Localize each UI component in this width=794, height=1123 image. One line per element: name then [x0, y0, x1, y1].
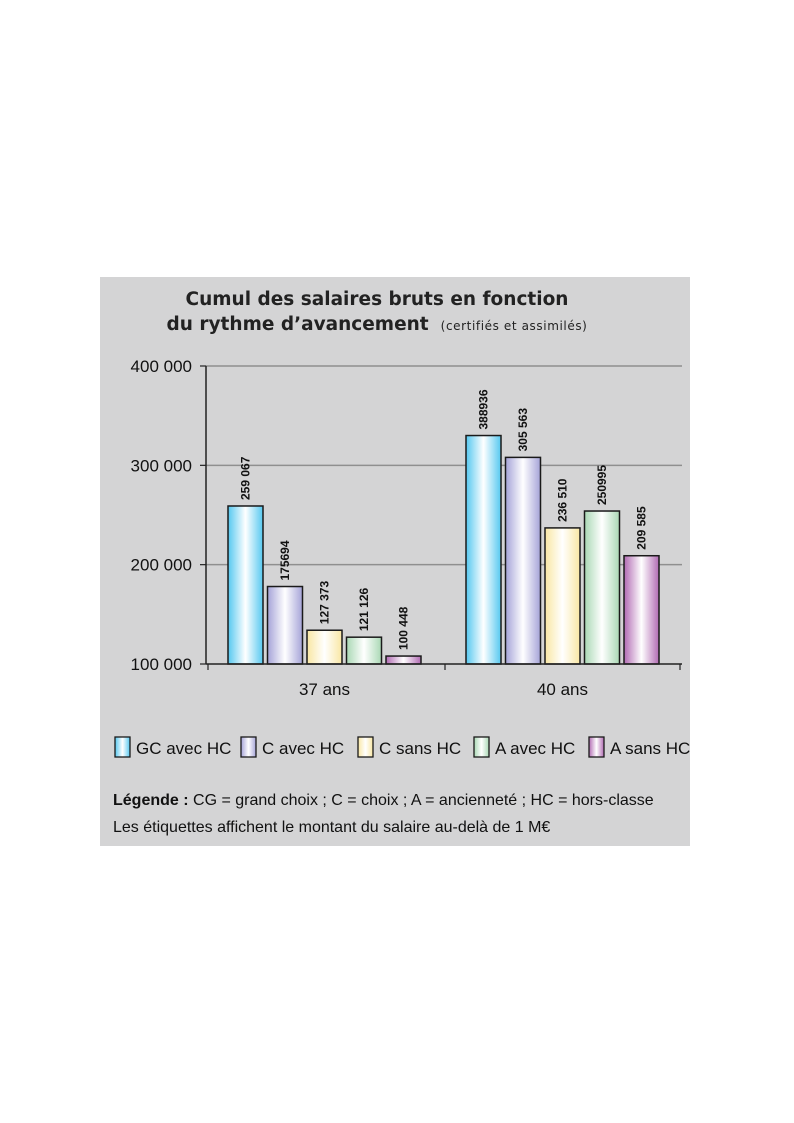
bar-c-sans-hc-0: [306, 629, 343, 665]
bar-c-avec-hc-0: [266, 585, 304, 665]
bar-c-sans-hc-1: [544, 527, 581, 665]
legend-label: A avec HC: [495, 739, 575, 758]
legend-swatch: [114, 736, 131, 758]
legend-item-a-sans-hc: A sans HC: [588, 736, 690, 758]
y-tick-label: 200 000: [131, 556, 192, 575]
bar-gc-avec-hc-1: [465, 434, 502, 665]
x-category-label: 37 ans: [299, 680, 350, 699]
data-label: 259 067: [239, 456, 253, 500]
bar-a-sans-hc-0: [385, 655, 422, 665]
y-tick-label: 100 000: [131, 655, 192, 674]
legend-swatch: [473, 736, 490, 758]
legend-label: A sans HC: [610, 739, 690, 758]
data-label: 100 448: [397, 606, 411, 650]
chart-title-line2: du rythme d’avancement (certifiés et ass…: [167, 314, 588, 335]
bar-a-avec-hc-0: [345, 636, 383, 665]
bar-gc-avec-hc-0: [227, 505, 264, 665]
axes: 100 000 200 000 300 000 400 000 37 ans 40 ans: [131, 357, 682, 699]
y-tick-label: 300 000: [131, 456, 192, 475]
bars: [227, 434, 660, 665]
legend: GC avec HC C avec HC C sans HC A avec HC A s…: [114, 736, 690, 758]
legend-item-c-sans-hc: C sans HC: [357, 736, 461, 758]
legend-item-c-avec-hc: C avec HC: [240, 736, 344, 758]
chart-title-line1: Cumul des salaires bruts en fonction: [186, 289, 569, 310]
bar-a-avec-hc-1: [583, 510, 621, 665]
legend-swatch: [588, 736, 605, 758]
chart-subtitle: (certifiés et assimilés): [441, 319, 588, 333]
x-category-label: 40 ans: [537, 680, 588, 699]
data-label: 388936: [477, 389, 491, 429]
bar-a-sans-hc-1: [623, 554, 660, 665]
legend-label: C avec HC: [262, 739, 344, 758]
data-label: 236 510: [556, 478, 570, 522]
data-label: 175694: [278, 540, 292, 580]
bar-chart: Cumul des salaires bruts en fonction du …: [113, 289, 690, 836]
chart-panel: Cumul des salaires bruts en fonction du …: [100, 277, 690, 846]
bar-c-avec-hc-1: [504, 456, 542, 665]
legend-swatch: [240, 736, 257, 758]
chart-title-line2-main: du rythme d’avancement: [167, 314, 429, 335]
legend-swatch: [357, 736, 374, 758]
data-label: 127 373: [318, 581, 332, 625]
legend-note-text: CG = grand choix ; C = choix ; A = ancie…: [189, 792, 654, 809]
data-label: 305 563: [516, 408, 530, 452]
legend-item-a-avec-hc: A avec HC: [473, 736, 575, 758]
legend-label: GC avec HC: [136, 739, 231, 758]
data-label: 121 126: [357, 587, 371, 631]
legend-item-gc-avec-hc: GC avec HC: [114, 736, 231, 758]
data-label: 250995: [595, 465, 609, 505]
legend-note-line1: Légende : CG = grand choix ; C = choix ;…: [113, 792, 654, 809]
legend-label: C sans HC: [379, 739, 461, 758]
data-labels: 259 067 175694 127 373 121 126 100 448 388936…: [239, 389, 649, 650]
data-label: 209 585: [635, 506, 649, 550]
y-tick-label: 400 000: [131, 357, 192, 376]
legend-note-line2: Les étiquettes affichent le montant du s…: [113, 819, 550, 836]
legend-note-label: Légende :: [113, 792, 189, 809]
